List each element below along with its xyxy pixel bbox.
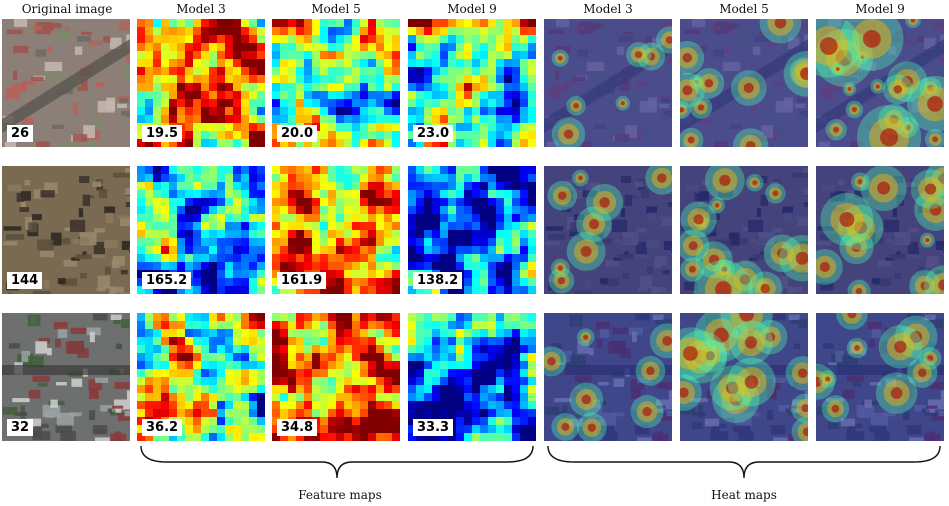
header-heat-model-3: Model 3 [583, 2, 633, 16]
feature-map-model-9: 23.0 [408, 19, 536, 147]
ground-truth-count: 26 [7, 125, 34, 142]
predicted-count: 19.5 [142, 125, 183, 142]
original-image-crowd: 144 [2, 166, 130, 294]
header-heat-model-9: Model 9 [855, 2, 905, 16]
heat-maps-label: Heat maps [711, 488, 777, 502]
original-image-rooftops: 26 [2, 19, 130, 147]
heat-map-model-9 [816, 166, 944, 294]
feature-map-model-3: 19.5 [137, 19, 265, 147]
predicted-count: 20.0 [277, 125, 318, 142]
heat-map-model-5 [680, 166, 808, 294]
header-feature-model-5: Model 5 [311, 2, 361, 16]
predicted-count: 33.3 [413, 419, 454, 436]
feature-maps-label: Feature maps [298, 488, 382, 502]
predicted-count: 34.8 [277, 419, 318, 436]
header-heat-model-5: Model 5 [719, 2, 769, 16]
heat-maps-brace [547, 445, 941, 479]
heat-map-model-9 [816, 19, 944, 147]
feature-map-model-3: 165.2 [137, 166, 265, 294]
ground-truth-count: 144 [7, 272, 43, 289]
heat-map-model-3 [544, 313, 672, 441]
predicted-count: 165.2 [142, 272, 192, 289]
header-feature-model-3: Model 3 [176, 2, 226, 16]
heat-map-model-5 [680, 19, 808, 147]
feature-map-model-5: 161.9 [272, 166, 400, 294]
predicted-count: 36.2 [142, 419, 183, 436]
heat-map-model-9 [816, 313, 944, 441]
header-original-image: Original image [21, 2, 113, 16]
predicted-count: 138.2 [413, 272, 463, 289]
ground-truth-count: 32 [7, 419, 34, 436]
header-feature-model-9: Model 9 [447, 2, 497, 16]
feature-map-model-9: 138.2 [408, 166, 536, 294]
heat-map-model-3 [544, 166, 672, 294]
predicted-count: 23.0 [413, 125, 454, 142]
feature-map-model-9: 33.3 [408, 313, 536, 441]
feature-map-model-5: 34.8 [272, 313, 400, 441]
predicted-count: 161.9 [277, 272, 327, 289]
feature-map-model-3: 36.2 [137, 313, 265, 441]
feature-maps-brace [140, 445, 534, 479]
heat-map-model-5 [680, 313, 808, 441]
original-image-parking: 32 [2, 313, 130, 441]
heat-map-model-3 [544, 19, 672, 147]
feature-map-model-5: 20.0 [272, 19, 400, 147]
